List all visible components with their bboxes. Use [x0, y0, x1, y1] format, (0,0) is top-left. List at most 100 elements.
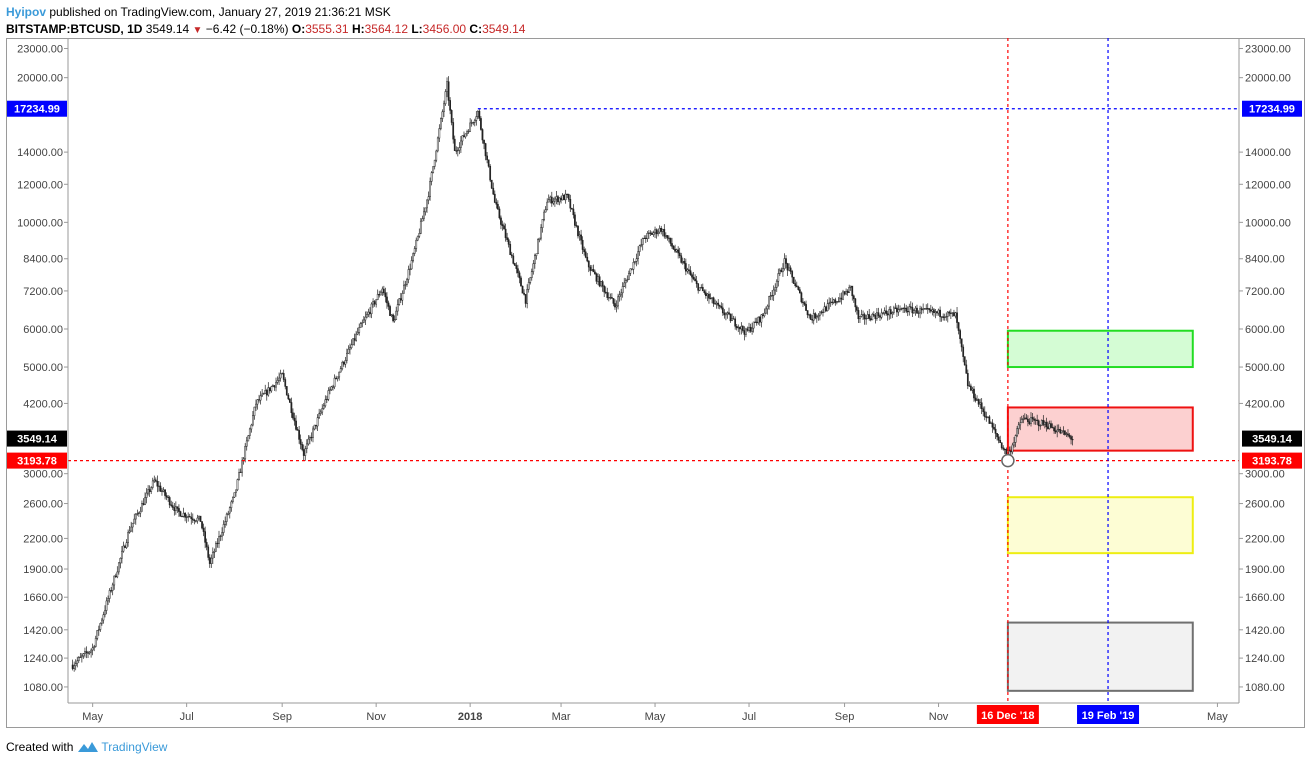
candle-body	[680, 255, 683, 263]
candle-body	[521, 285, 524, 294]
candle-body	[403, 284, 405, 294]
candle-body	[369, 311, 371, 315]
candle-body	[913, 310, 915, 314]
candle	[928, 307, 931, 313]
candle	[524, 294, 527, 308]
candle-body	[557, 196, 559, 203]
candle-body	[167, 496, 170, 498]
candle-body	[980, 402, 983, 410]
candle	[318, 408, 321, 419]
candle-body	[151, 480, 154, 488]
candle	[595, 272, 598, 285]
candle-body	[780, 269, 783, 273]
candle-body	[846, 291, 849, 293]
candle-body	[533, 255, 536, 264]
candle	[886, 310, 889, 321]
candle	[1025, 414, 1028, 420]
candle-body	[735, 325, 738, 329]
candle	[182, 507, 185, 518]
candle-body	[179, 511, 182, 517]
y-tick-label-left: 1900.00	[23, 564, 63, 576]
close-value: 3549.14	[482, 22, 526, 36]
candle	[156, 475, 159, 493]
candle	[1003, 447, 1006, 454]
candle-body	[235, 489, 237, 493]
candle-body	[664, 235, 667, 237]
candle	[677, 246, 680, 259]
candle	[735, 323, 738, 331]
candle	[523, 289, 525, 296]
candle	[752, 321, 755, 333]
candle-body	[507, 239, 510, 245]
y-tick-label-left: 12000.00	[17, 179, 63, 191]
candle	[91, 643, 94, 656]
candle-body	[574, 214, 576, 226]
candle-body	[609, 297, 612, 299]
candle-body	[865, 318, 867, 320]
candle	[655, 228, 658, 239]
candle	[208, 554, 211, 568]
candle	[575, 221, 578, 228]
candle-body	[771, 295, 774, 297]
candle	[948, 310, 951, 317]
candle	[651, 231, 653, 235]
candle-body	[962, 346, 965, 357]
candle	[478, 109, 481, 121]
candle-body	[529, 277, 532, 283]
candle	[171, 501, 174, 510]
candle	[85, 646, 88, 659]
candle	[643, 235, 646, 239]
candle	[555, 190, 558, 205]
candle	[572, 204, 575, 219]
candle	[963, 356, 966, 366]
candle	[792, 276, 795, 284]
candle-body	[252, 415, 254, 426]
candle	[438, 124, 441, 143]
candle-body	[421, 218, 424, 222]
candle	[860, 309, 863, 318]
candle	[1070, 434, 1072, 445]
candle-body	[188, 516, 191, 518]
candle-body	[564, 193, 567, 201]
candle-body	[1065, 433, 1068, 435]
candle	[447, 76, 450, 106]
candle	[1071, 435, 1074, 446]
candle-body	[176, 506, 179, 509]
candle	[364, 311, 367, 325]
candle-body	[289, 398, 291, 403]
candle	[238, 468, 240, 481]
candle	[128, 525, 131, 534]
candle-body	[678, 252, 681, 257]
candle	[711, 297, 713, 304]
candle	[664, 232, 667, 239]
candle-body	[324, 399, 327, 407]
price-chart[interactable]: 17234.99 17234.99 3193.78 3193.78 16 Dec '18…	[6, 38, 1305, 728]
candle-body	[868, 314, 871, 319]
candle-body	[1062, 430, 1065, 432]
candle-body	[446, 81, 448, 92]
candle-body	[606, 292, 609, 298]
tradingview-brand[interactable]: TradingView	[101, 740, 168, 754]
candle-body	[837, 301, 840, 303]
candle-body	[965, 364, 968, 374]
candle	[134, 513, 137, 525]
candle	[452, 117, 455, 144]
candle-body	[211, 552, 214, 559]
candle	[754, 317, 757, 323]
candle	[586, 252, 589, 263]
candle	[839, 293, 841, 303]
y-tick-label-left: 23000.00	[17, 43, 63, 55]
candle-body	[154, 479, 157, 482]
candle-body	[497, 204, 499, 210]
candle-body	[826, 303, 829, 311]
candle	[215, 541, 217, 552]
candle	[564, 189, 567, 204]
candle-body	[199, 515, 202, 522]
y-tick-label-left: 1080.00	[23, 682, 63, 694]
author-name[interactable]: Hyipov	[6, 5, 47, 19]
candle-body	[79, 656, 82, 658]
candle-body	[888, 309, 891, 316]
candle-body	[250, 424, 253, 430]
candle-body	[681, 261, 684, 263]
candle-body	[862, 314, 864, 316]
